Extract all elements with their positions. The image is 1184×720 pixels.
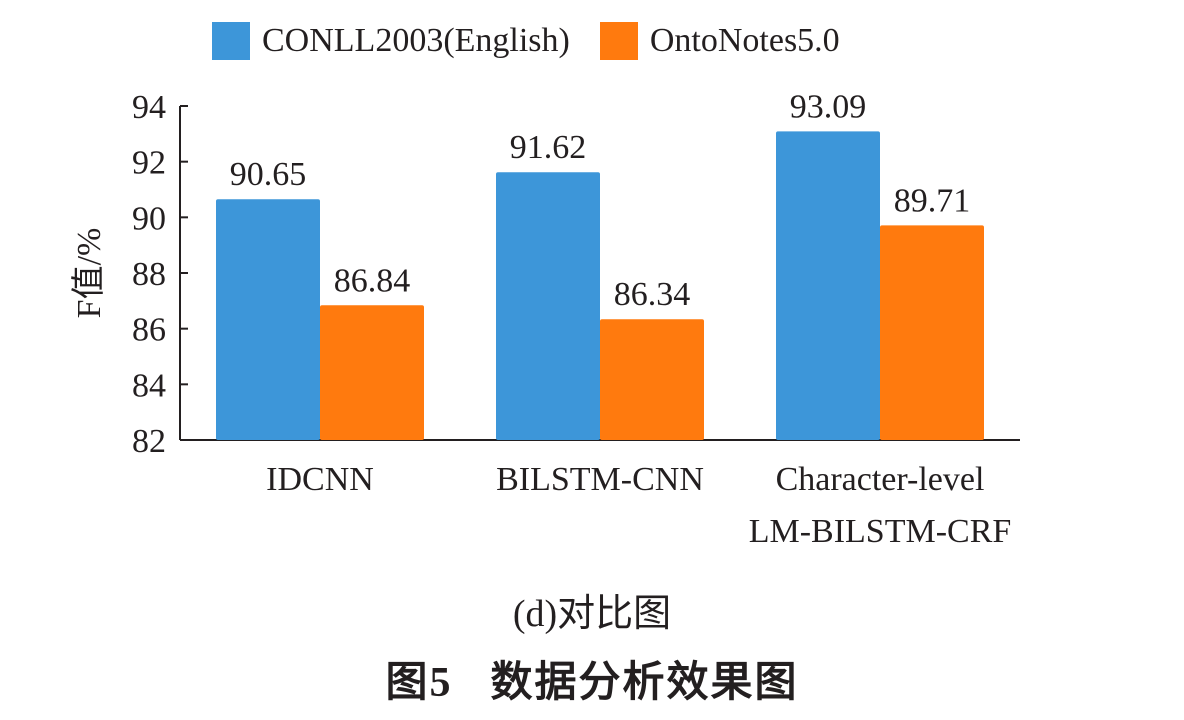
sub-caption: (d)对比图 <box>512 593 672 635</box>
data-label-series0-2: 93.09 <box>790 88 867 125</box>
y-tick-label-0: 82 <box>132 423 166 460</box>
y-tick-label-5: 92 <box>132 145 166 182</box>
category-label-2: Character-level LM-BILSTM-CRF <box>749 461 1012 550</box>
bar-series0-1 <box>496 172 600 440</box>
y-tick-label-6: 94 <box>132 89 166 126</box>
figure-title: 数据分析效果图 <box>490 660 799 706</box>
legend-item-series-0: CONLL2003(English) <box>212 22 570 60</box>
bar-series0-0 <box>216 199 320 440</box>
legend-label-series-1: OntoNotes5.0 <box>649 22 840 59</box>
chart-legend: CONLL2003(English) OntoNotes5.0 <box>212 22 870 60</box>
figure-number: 图5 <box>385 660 453 706</box>
y-axis-label: F值/% <box>70 228 108 319</box>
bar-chart: 82 84 86 88 90 92 94 F值/% 90.65 91.62 93.09 86.84 86… <box>70 88 1020 550</box>
bar-series1-0 <box>320 305 424 440</box>
category-label-0: IDCNN <box>266 461 374 498</box>
y-tick-label-3: 88 <box>132 256 166 293</box>
category-label-1: BILSTM-CNN <box>496 461 704 498</box>
data-label-series1-2: 89.71 <box>894 182 971 219</box>
legend-swatch-series-0 <box>212 22 250 60</box>
bar-series1-1 <box>600 319 704 440</box>
data-label-series1-1: 86.34 <box>614 276 691 313</box>
legend-label-series-0: CONLL2003(English) <box>262 22 570 59</box>
data-label-series1-0: 86.84 <box>334 262 411 299</box>
legend-swatch-series-1 <box>599 22 638 60</box>
figure-caption: 图5 数据分析效果图 <box>0 648 1184 709</box>
y-tick-label-1: 84 <box>132 367 166 404</box>
data-label-series0-0: 90.65 <box>230 156 307 193</box>
bar-series1-2 <box>880 225 984 440</box>
legend-item-series-1: OntoNotes5.0 <box>599 22 840 60</box>
data-label-series0-1: 91.62 <box>510 129 587 166</box>
y-tick-label-4: 90 <box>132 200 166 237</box>
y-tick-label-2: 86 <box>132 312 166 349</box>
bar-series0-2 <box>776 131 880 440</box>
